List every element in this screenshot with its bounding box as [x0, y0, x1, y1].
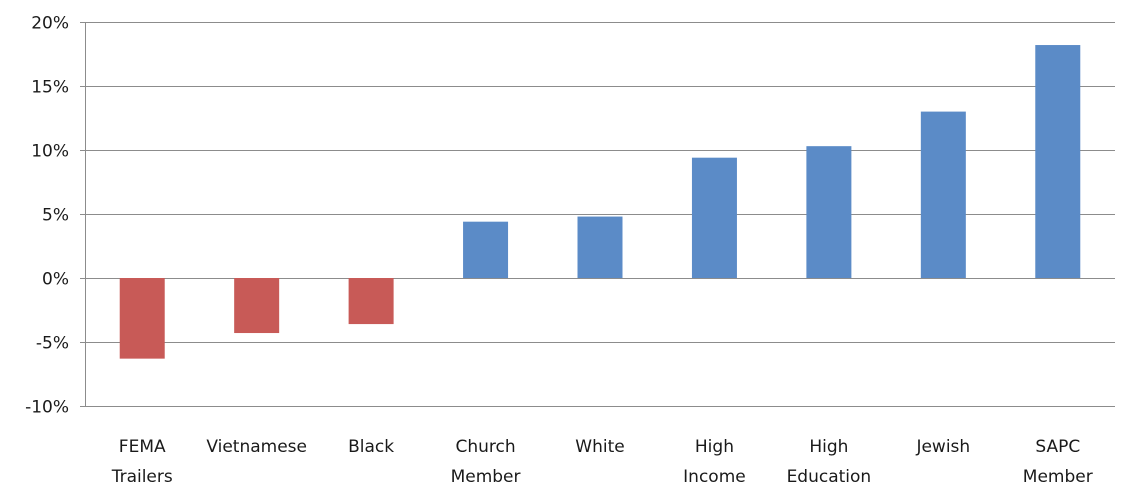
y-tick-label: 10%: [31, 142, 69, 162]
y-tick-label: 5%: [42, 206, 69, 226]
y-tick-label: 20%: [31, 14, 69, 34]
x-category-label-line: Member: [451, 467, 521, 487]
x-category-label: High Education: [787, 437, 872, 487]
x-category-label-line: Vietnamese: [206, 437, 307, 457]
x-category-label-line: Education: [787, 467, 872, 487]
bar: [920, 111, 966, 278]
x-category-label-line: FEMA: [119, 437, 166, 457]
y-tick-label: 15%: [31, 78, 69, 98]
x-category-label-line: Income: [683, 467, 746, 487]
x-category-label-line: High: [809, 437, 848, 457]
bars: [119, 45, 1081, 359]
x-category-label: SAPC Member: [1023, 437, 1093, 487]
bar: [463, 221, 509, 278]
x-category-label-line: High: [695, 437, 734, 457]
x-category-label-line: SAPC: [1035, 437, 1080, 457]
x-category-label: FEMA Trailers: [111, 437, 173, 487]
bar: [691, 157, 737, 278]
y-tick-label: 0%: [42, 270, 69, 290]
x-category-label: Jewish: [915, 437, 970, 457]
bar: [577, 216, 623, 278]
bar: [806, 146, 852, 278]
x-axis-category-labels: FEMA Trailers Vietnamese Black Church Member W…: [111, 437, 1093, 487]
x-category-label: Vietnamese: [206, 437, 307, 457]
bar: [1035, 45, 1081, 278]
x-category-label: Church Member: [451, 437, 521, 487]
bar: [119, 278, 165, 359]
x-category-label: Black: [348, 437, 394, 457]
x-category-label-line: Church: [455, 437, 515, 457]
y-axis-tick-labels: -10% -5% 0% 5% 10% 15% 20%: [25, 14, 69, 418]
y-tick-label: -10%: [25, 398, 69, 418]
x-category-label-line: Black: [348, 437, 394, 457]
bar: [234, 278, 280, 334]
bar: [348, 278, 394, 325]
x-category-label: High Income: [683, 437, 746, 487]
x-category-label: White: [575, 437, 624, 457]
y-tick-label: -5%: [36, 334, 69, 354]
x-category-label-line: Jewish: [915, 437, 970, 457]
x-category-label-line: Member: [1023, 467, 1093, 487]
x-category-label-line: White: [575, 437, 624, 457]
x-category-label-line: Trailers: [111, 467, 173, 487]
